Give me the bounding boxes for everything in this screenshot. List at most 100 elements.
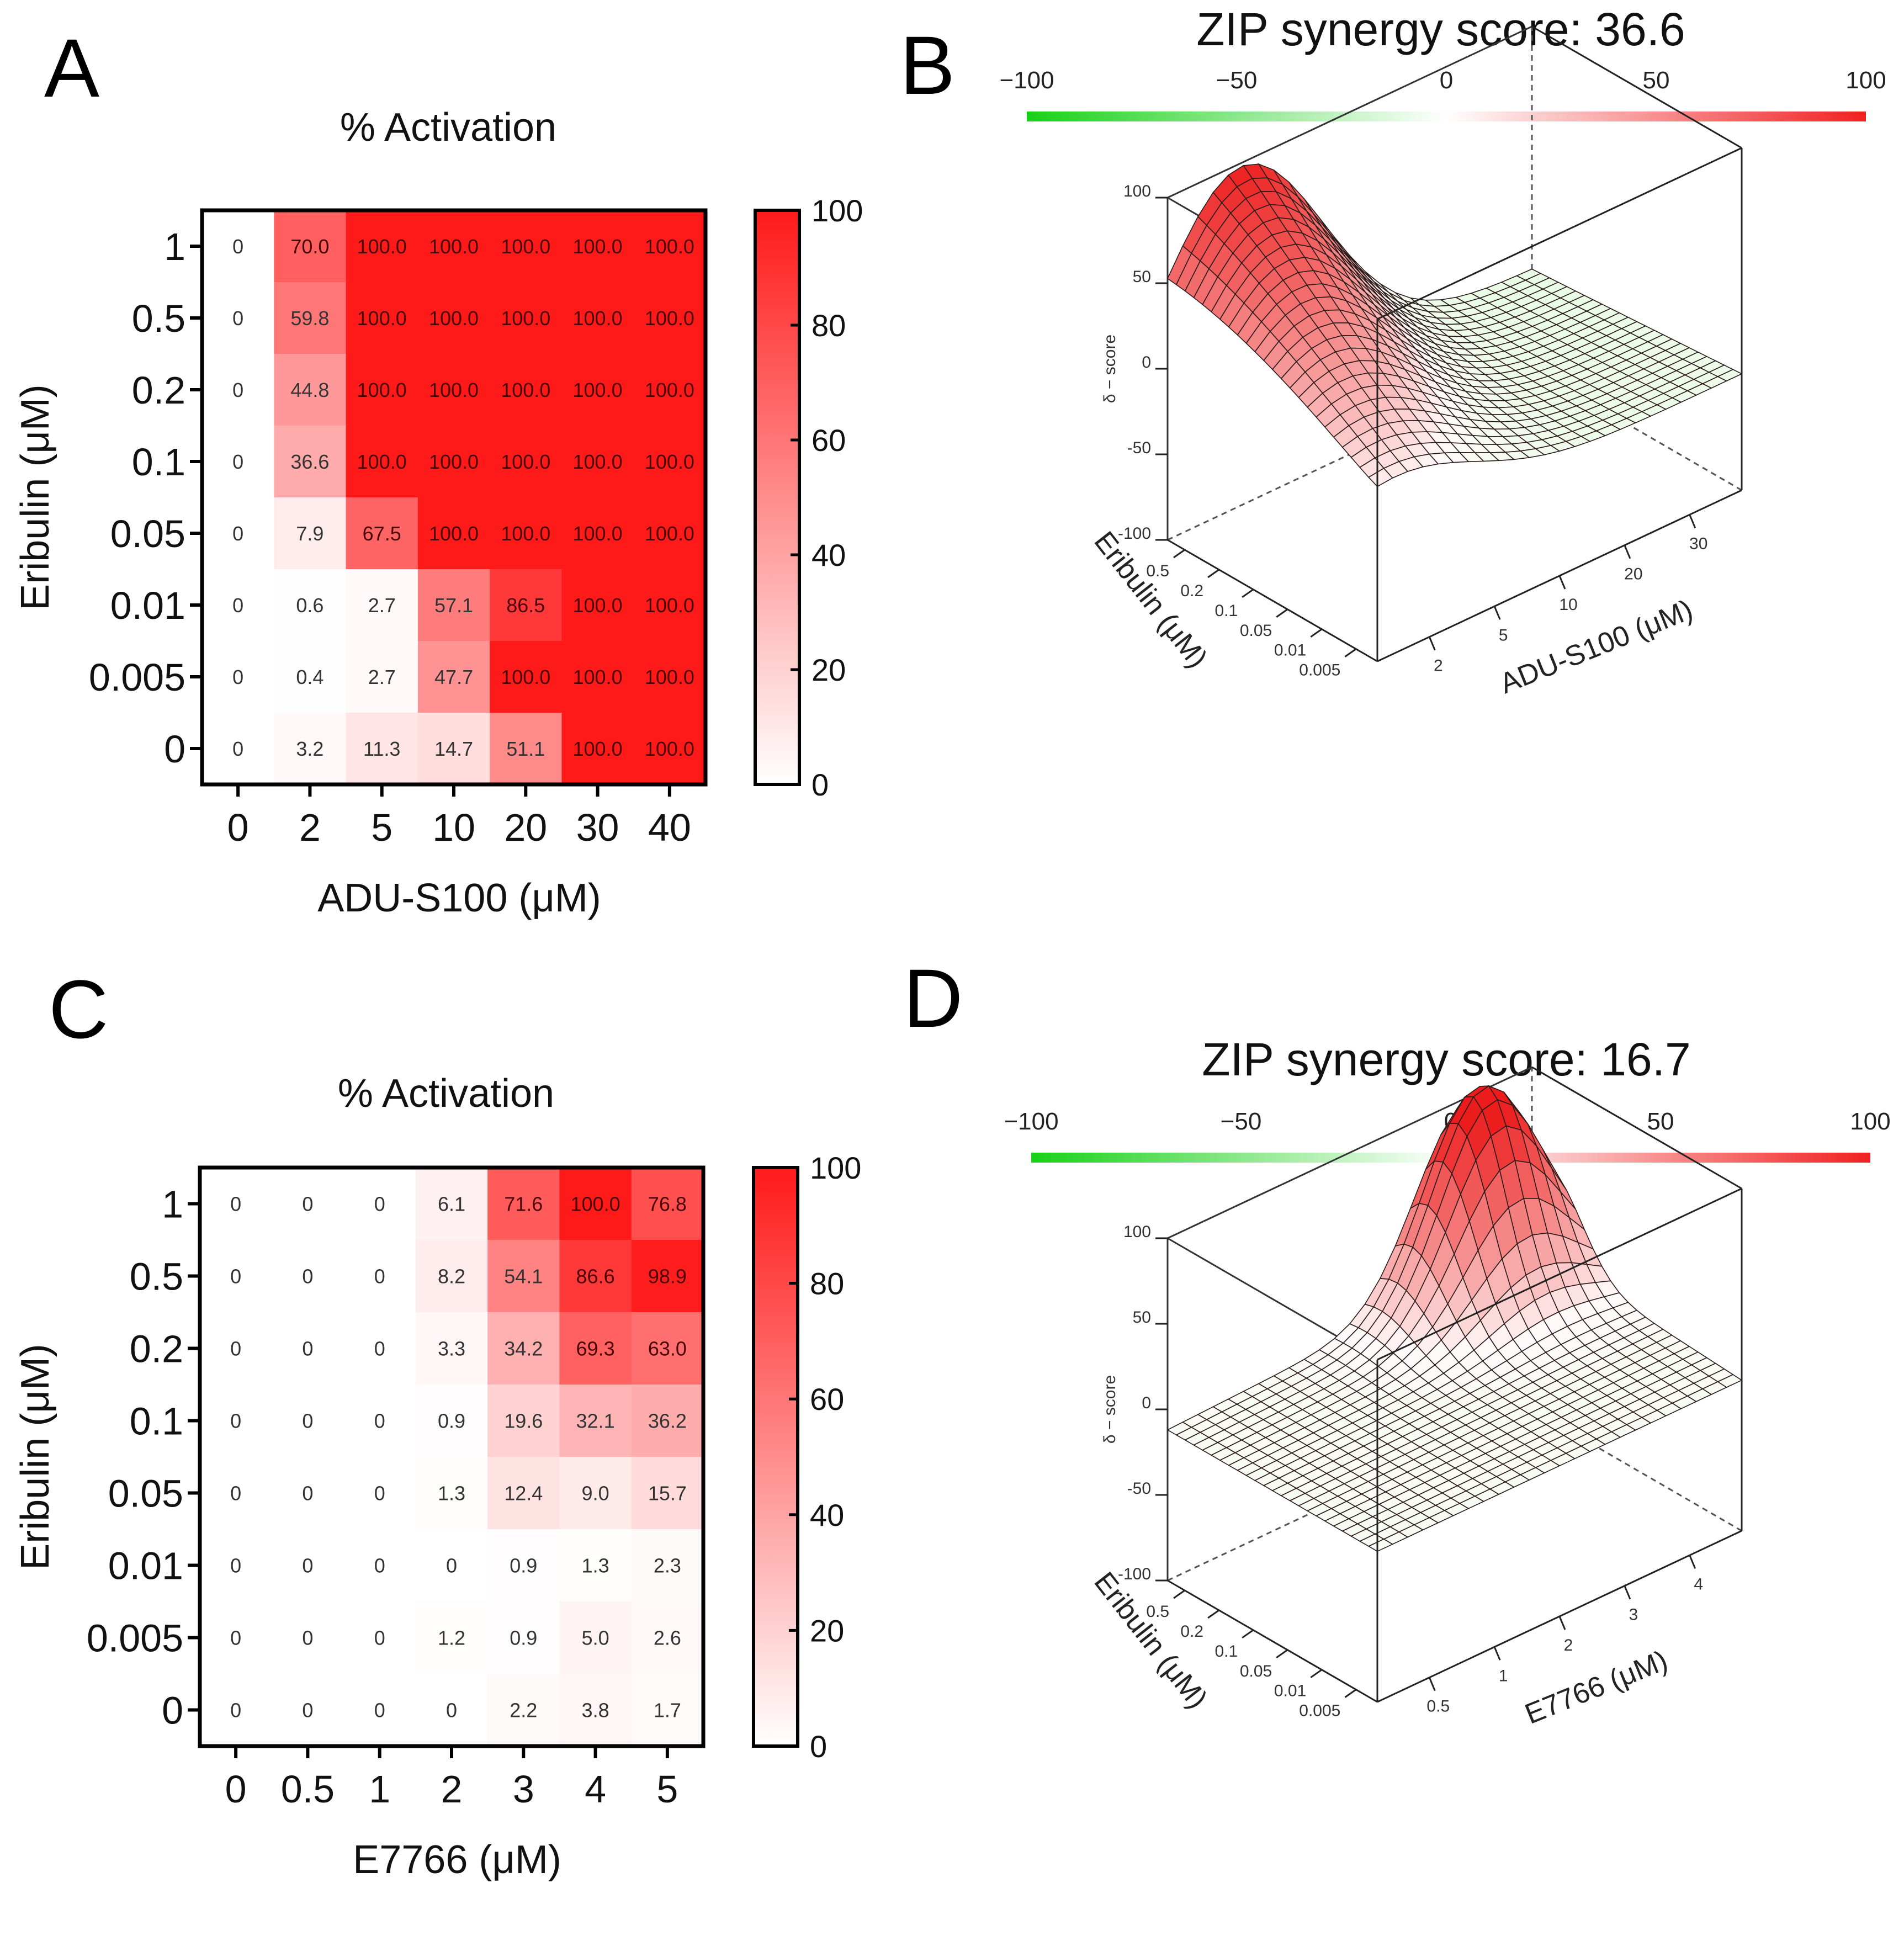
- cell-label: 0: [374, 1265, 385, 1288]
- x3-axis-title: ADU-S100 (μM): [1495, 593, 1698, 700]
- heatmap-cell: [415, 1674, 488, 1747]
- heatmap-cell: [631, 1601, 704, 1674]
- colorbar-tick-label: 60: [812, 423, 846, 458]
- cell-label: 0: [302, 1338, 313, 1360]
- z-tick-label: -100: [1118, 524, 1151, 543]
- colorscale-tick-label: 50: [1643, 67, 1670, 94]
- x3-tick-mark: [1428, 637, 1436, 651]
- cell-label: 19.6: [504, 1410, 543, 1433]
- heatmap-cell: [561, 713, 634, 785]
- x-tick-label: 4: [585, 1768, 606, 1811]
- heatmap-cell: [346, 569, 418, 641]
- heatmap-cell: [417, 210, 490, 283]
- heatmap-cell: [487, 1312, 560, 1385]
- heatmap-cell: [272, 1240, 344, 1313]
- heatmap-cell: [200, 1312, 272, 1385]
- cell-label: 2.3: [654, 1555, 681, 1577]
- heatmap-cell: [487, 1529, 560, 1602]
- colorbar-tick-label: 60: [810, 1382, 844, 1417]
- heatmap-cell: [274, 569, 347, 641]
- cell-label: 34.2: [504, 1338, 543, 1360]
- heatmap-cell: [417, 713, 490, 785]
- x3-tick-label: 5: [1499, 626, 1508, 644]
- cell-label: 100.0: [357, 379, 407, 401]
- cell-label: 0: [230, 1265, 241, 1288]
- heatmap-cell: [346, 282, 418, 354]
- heatmap-cell: [487, 1240, 560, 1313]
- cell-label: 100.0: [645, 307, 694, 330]
- cell-label: 0: [374, 1482, 385, 1505]
- cell-label: 69.3: [576, 1338, 615, 1360]
- cell-label: 0: [230, 1699, 241, 1722]
- x-tick-label: 0: [225, 1768, 247, 1811]
- box-front-edge: [1167, 539, 1378, 662]
- synergy-surface: [1166, 163, 1743, 487]
- cell-label: 100.0: [645, 450, 694, 473]
- heatmap-cell: [346, 354, 418, 426]
- panel-letter: D: [903, 952, 963, 1044]
- heatmap-cell: [487, 1168, 560, 1240]
- heatmap-cell: [417, 569, 490, 641]
- box-front-edge: [1531, 25, 1742, 149]
- x3-tick-mark: [1624, 545, 1631, 559]
- z-axis-title: δ − score: [1101, 1375, 1119, 1444]
- heatmap-cell: [490, 497, 562, 570]
- cell-label: 51.1: [506, 738, 545, 760]
- heatmap-cell: [274, 282, 347, 354]
- cell-label: 59.8: [290, 307, 329, 330]
- x-tick-label: 10: [432, 806, 475, 849]
- y3-tick-label: 0.05: [1240, 622, 1272, 640]
- heatmap-cell: [631, 1385, 704, 1457]
- cell-label: 86.6: [576, 1265, 615, 1288]
- heatmap-cell: [274, 210, 347, 283]
- heatmap-cell: [415, 1240, 488, 1313]
- y3-tick-mark: [1276, 608, 1288, 618]
- heatmap-cell: [417, 354, 490, 426]
- heatmap-cell: [202, 713, 274, 785]
- cell-label: 2.6: [654, 1627, 681, 1649]
- heatmap-cell: [274, 713, 347, 785]
- cell-label: 100.0: [501, 522, 550, 545]
- heatmap-cell: [415, 1312, 488, 1385]
- cell-label: 0: [302, 1555, 313, 1577]
- heatmap-cell: [343, 1385, 416, 1457]
- cell-label: 0: [374, 1627, 385, 1649]
- heatmap-cell: [346, 641, 418, 713]
- heatmap-cell: [274, 497, 347, 570]
- heatmap-cell: [343, 1601, 416, 1674]
- heatmap-cell: [417, 282, 490, 354]
- synergy-title: ZIP synergy score: 36.6: [1196, 3, 1685, 55]
- cell-label: 0: [302, 1627, 313, 1649]
- cell-label: 100.0: [573, 522, 623, 545]
- y3-tick-mark: [1310, 628, 1323, 638]
- cell-label: 0: [446, 1555, 457, 1577]
- x-tick-label: 0.5: [281, 1768, 335, 1811]
- heatmap-cell: [274, 426, 347, 498]
- x3-tick-mark: [1428, 1677, 1436, 1691]
- heatmap-cell: [633, 497, 706, 570]
- y3-tick-mark: [1242, 588, 1254, 598]
- colorbar-tick-label: 100: [812, 193, 863, 228]
- cell-label: 44.8: [290, 379, 329, 401]
- synergy-title: ZIP synergy score: 16.7: [1202, 1033, 1691, 1085]
- synergy-surface: [1166, 1085, 1743, 1552]
- cell-label: 0: [230, 1555, 241, 1577]
- colorscale-tick-label: −100: [1004, 1108, 1058, 1135]
- z-tick-label: 50: [1133, 268, 1151, 286]
- colorscale-tick-label: −50: [1221, 1108, 1262, 1135]
- x3-tick-label: 2: [1434, 657, 1443, 675]
- y3-tick-mark: [1242, 1629, 1254, 1639]
- cell-label: 100.0: [501, 666, 550, 688]
- y-tick-label: 0.1: [132, 441, 185, 484]
- y3-tick-label: 0.1: [1214, 602, 1238, 620]
- cell-label: 8.2: [438, 1265, 465, 1288]
- cell-label: 2.7: [368, 594, 396, 617]
- heatmap-cell: [633, 569, 706, 641]
- cell-label: 57.1: [434, 594, 473, 617]
- heatmap-cell: [417, 426, 490, 498]
- heatmap-cell: [559, 1312, 632, 1385]
- box-front-edge: [1531, 1066, 1742, 1190]
- panel-letter: A: [44, 22, 99, 114]
